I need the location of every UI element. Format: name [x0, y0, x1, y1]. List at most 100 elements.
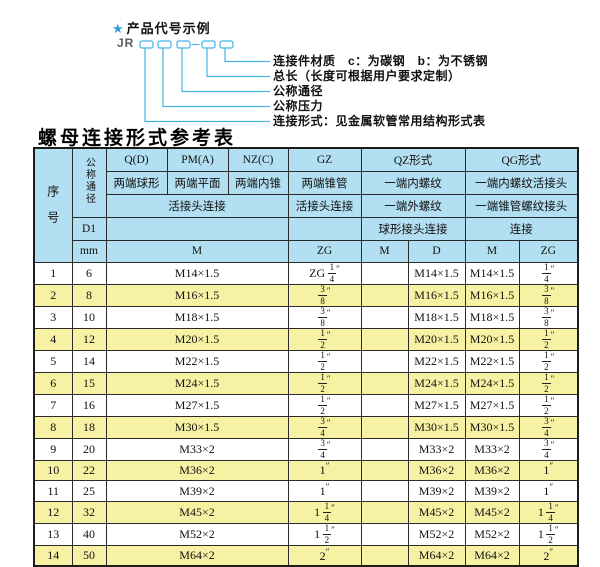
cell-d_qz: M45×2 — [407, 501, 466, 525]
header-dn-text: 公称通径 — [83, 157, 95, 206]
code-label-length: 总长（长度可根据用户要求定制） — [273, 69, 461, 83]
cell-d_qz: M16×1.5 — [407, 283, 466, 307]
cell-m_qg: M16×1.5 — [464, 283, 520, 307]
leader-line — [162, 48, 270, 108]
cell-d_qz: M30×1.5 — [407, 415, 466, 439]
inch-mark: ″ — [550, 395, 555, 406]
header-gz: GZ — [287, 147, 362, 172]
nut-connection-table: 序号 公称通径 Q(D) PM(A) NZ(C) GZ QZ形式 QG形式 两端… — [33, 147, 579, 567]
cell-zg_qg: 1 4 ″ — [518, 261, 579, 285]
cell-zg_gz: 1 2 ″ — [287, 393, 362, 417]
cell-m_qz — [360, 523, 409, 547]
inch-mark: ″ — [550, 373, 555, 384]
code-label-pressure: 公称压力 — [273, 99, 324, 113]
cell-d_qz: M64×2 — [407, 545, 466, 567]
cell-zg_gz: 1 1 4 ″ — [287, 501, 362, 525]
cell-zg_qg: 1 2 ″ — [518, 393, 579, 417]
code-label-diameter: 公称通径 — [273, 84, 324, 98]
cell-m: M16×1.5 — [105, 283, 289, 307]
cell-m_qz — [360, 261, 409, 285]
cell-zg_gz: 1 2 ″ — [287, 327, 362, 351]
cell-dn: 10 — [71, 305, 107, 329]
table-row: 11 25 M39×2 1″ M39×2 M39×2 1″ — [33, 480, 579, 503]
cell-dn: 40 — [71, 523, 107, 547]
cell-zg_qg: 1 1 4 ″ — [518, 501, 579, 525]
cell-zg_gz: 3 4 ″ — [287, 415, 362, 439]
header-qz-desc: 一端内螺纹 — [360, 170, 466, 195]
cell-d_qz: M36×2 — [407, 459, 466, 482]
cell-d_qz: M39×2 — [407, 480, 466, 503]
cell-zg_gz: 3 8 ″ — [287, 283, 362, 307]
header-serial-text: 序号 — [45, 184, 60, 237]
cell-m: M30×1.5 — [105, 415, 289, 439]
cell-m_qg: M36×2 — [464, 459, 520, 482]
cell-m: M36×2 — [105, 459, 289, 482]
header-zg-qg: ZG — [518, 239, 579, 263]
cell-no: 3 — [33, 305, 73, 329]
header-m-main: M — [105, 239, 289, 263]
cell-m_qg: M24×1.5 — [464, 371, 520, 395]
cell-m: M22×1.5 — [105, 349, 289, 373]
cell-d_qz: M22×1.5 — [407, 349, 466, 373]
cell-no: 6 — [33, 371, 73, 395]
cell-dn: 32 — [71, 501, 107, 525]
cell-no: 4 — [33, 327, 73, 351]
header-zg-gz: ZG — [287, 239, 362, 263]
inch-mark: ″ — [550, 439, 555, 450]
header-serial: 序号 — [33, 147, 73, 263]
header-union-conn: 活接头连接 — [105, 193, 289, 218]
cell-zg_qg: 1 2 ″ — [518, 349, 579, 373]
cell-m_qz — [360, 459, 409, 482]
leader-line — [181, 48, 270, 93]
table-row: 8 18 M30×1.5 3 4 ″ M30×1.5 M30×1.5 3 4 ″ — [33, 415, 579, 439]
table-row: 7 16 M27×1.5 1 2 ″ M27×1.5 M27×1.5 1 2 ″ — [33, 393, 579, 417]
table-row: 2 8 M16×1.5 3 8 ″ M16×1.5 M16×1.5 3 8 ″ — [33, 283, 579, 307]
header-m-qg: M — [464, 239, 520, 263]
inch-mark: ″ — [326, 373, 331, 384]
cell-dn: 50 — [71, 545, 107, 567]
cell-m: M18×1.5 — [105, 305, 289, 329]
cell-no: 12 — [33, 501, 73, 525]
cell-zg_qg: 1″ — [518, 480, 579, 503]
header-pm-desc: 两端平面 — [166, 170, 229, 195]
header-qz: QZ形式 — [360, 147, 466, 172]
table-row: 12 32 M45×2 1 1 4 ″ M45×2 M45×2 1 1 4 ″ — [33, 501, 579, 525]
leader-line — [206, 48, 270, 78]
inch-mark: ″ — [554, 525, 559, 536]
cell-dn: 20 — [71, 437, 107, 461]
table-row: 1 6 M14×1.5 ZG 1 4 ″ M14×1.5 M14×1.5 1 4 ″ — [33, 261, 579, 285]
cell-m_qg: M20×1.5 — [464, 327, 520, 351]
table-row: 3 10 M18×1.5 3 8 ″ M18×1.5 M18×1.5 3 8 ″ — [33, 305, 579, 329]
cell-dn: 15 — [71, 371, 107, 395]
cell-zg_gz: 3 4 ″ — [287, 437, 362, 461]
cell-m_qg: M27×1.5 — [464, 393, 520, 417]
table-row: 10 22 M36×2 1″ M36×2 M36×2 1″ — [33, 459, 579, 482]
code-box — [157, 40, 172, 49]
cell-dn: 16 — [71, 393, 107, 417]
code-label-connection: 连接形式：见金属软管常用结构形式表 — [273, 114, 486, 128]
cell-d_qz: M20×1.5 — [407, 327, 466, 351]
header-nz: NZ(C) — [227, 147, 289, 172]
cell-no: 10 — [33, 459, 73, 482]
cell-zg_qg: 1 1 2 ″ — [518, 523, 579, 547]
cell-no: 5 — [33, 349, 73, 373]
cell-dn: 6 — [71, 261, 107, 285]
cell-m_qz — [360, 437, 409, 461]
cell-no: 7 — [33, 393, 73, 417]
cell-d_qz: M33×2 — [407, 437, 466, 461]
cell-zg_qg: 3 8 ″ — [518, 283, 579, 307]
cell-dn: 22 — [71, 459, 107, 482]
cell-zg_gz: 1″ — [287, 459, 362, 482]
inch-mark: ″ — [326, 329, 331, 340]
inch-mark: ″ — [550, 417, 555, 428]
cell-d_qz: M14×1.5 — [407, 261, 466, 285]
